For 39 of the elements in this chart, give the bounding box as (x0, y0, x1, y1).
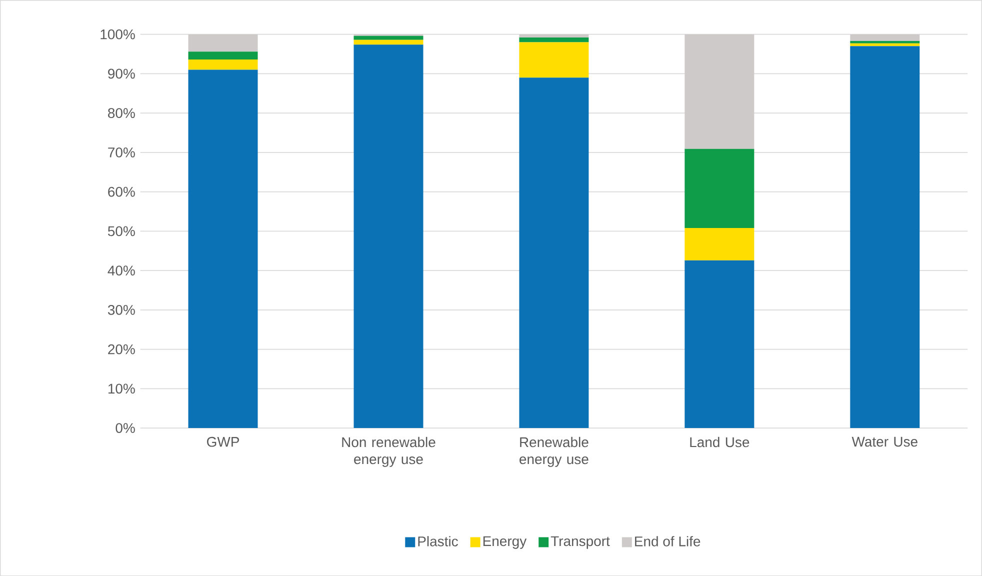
x-tick-label: Renewable energy use (520, 436, 588, 467)
y-tick-label: 10% (108, 384, 135, 394)
bar (354, 44, 424, 428)
bar (188, 70, 258, 428)
y-tick-label: 60% (108, 186, 135, 197)
bar (519, 78, 589, 428)
bar (519, 37, 589, 42)
y-tick-label: 20% (108, 344, 135, 354)
y-tick-label: 70% (108, 147, 135, 158)
bar (188, 34, 258, 52)
bar (354, 36, 424, 40)
y-tick-label: 80% (108, 108, 135, 118)
y-tick-label: 90% (108, 68, 135, 79)
x-tick-label: Land Use (690, 436, 750, 448)
bar (850, 46, 920, 428)
y-tick-label: 50% (108, 226, 135, 236)
bar (519, 34, 589, 38)
bar (850, 34, 920, 41)
legend-label: Energy (483, 536, 527, 549)
bar (519, 42, 589, 78)
bar (850, 43, 920, 46)
legend-label: Transport (550, 536, 610, 549)
bar (850, 40, 920, 44)
bar (188, 59, 258, 70)
x-tick-label: GWP (207, 436, 239, 447)
y-tick-label: 30% (108, 304, 135, 315)
y-tick-label: 100% (100, 29, 135, 40)
legend-label: Plastic (418, 536, 458, 546)
y-tick-label: 40% (108, 265, 135, 276)
bar (684, 228, 754, 260)
bar (188, 52, 258, 60)
x-tick-label: Water Use (852, 436, 918, 447)
bar (354, 40, 424, 44)
bar (684, 34, 754, 149)
bar (684, 148, 754, 228)
bar (684, 260, 754, 428)
x-tick-label: Non renewable energy use (342, 436, 436, 467)
y-tick-label: 0% (116, 422, 135, 433)
legend-label: End of Life (635, 536, 700, 546)
